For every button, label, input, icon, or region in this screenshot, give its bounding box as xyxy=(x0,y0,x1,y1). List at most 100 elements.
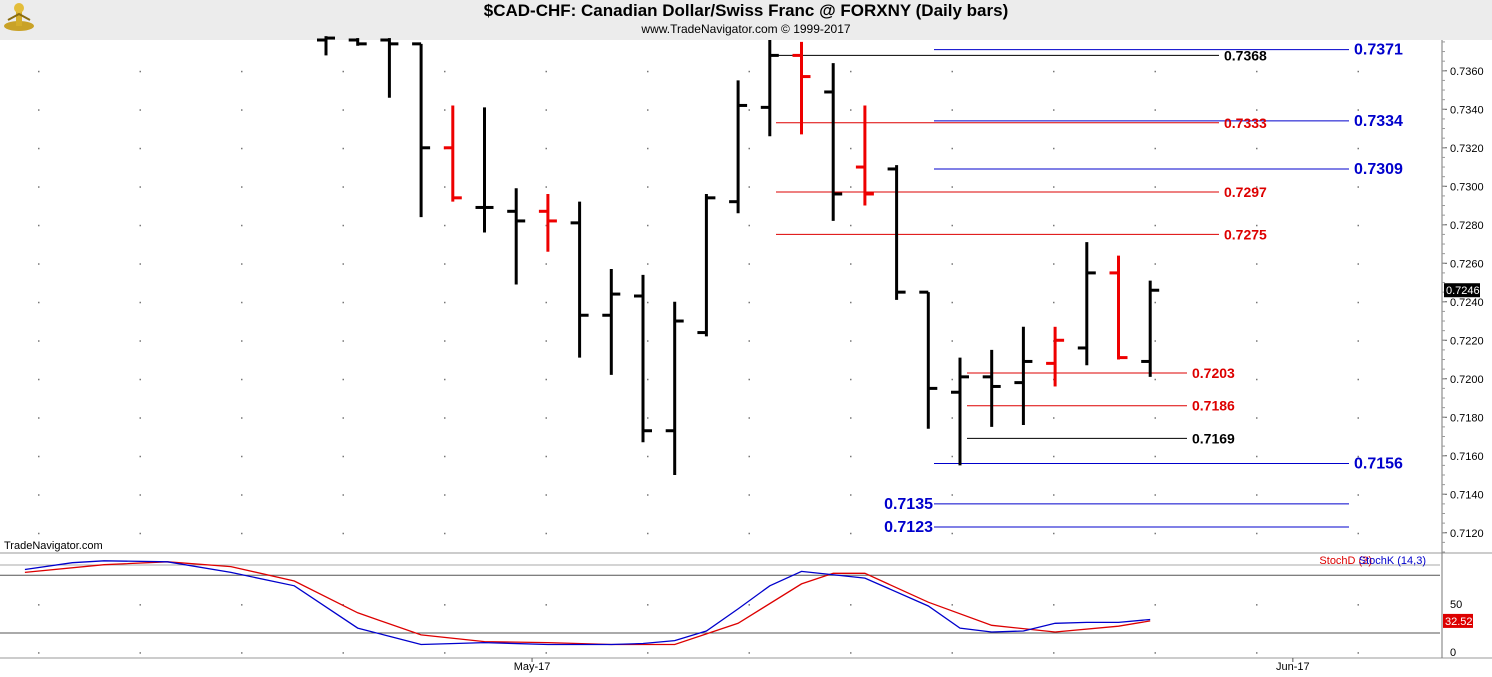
grid-dot xyxy=(241,494,243,496)
legend-stoch-d: StochD (3) xyxy=(1319,555,1372,567)
grid-dot xyxy=(748,417,750,419)
level-label: 0.7123 xyxy=(884,519,933,536)
stoch-line xyxy=(24,560,1151,646)
grid-dot xyxy=(1053,109,1055,111)
grid-dot xyxy=(850,532,852,535)
grid-dot xyxy=(241,532,243,535)
grid-dot xyxy=(1256,70,1258,73)
y-tick-label: 0.7240 xyxy=(1450,297,1484,309)
grid-dot xyxy=(951,532,953,535)
grid-dot xyxy=(748,186,750,188)
grid-dot xyxy=(38,532,40,535)
grid-dot xyxy=(850,147,852,150)
grid-dot xyxy=(951,378,953,381)
grid-dot xyxy=(1154,301,1156,304)
grid-dot xyxy=(748,224,750,227)
grid-dot xyxy=(1256,186,1258,188)
grid-dot xyxy=(139,532,141,535)
grid-dot xyxy=(38,604,40,606)
grid-dot xyxy=(444,301,446,304)
grid-dot xyxy=(139,604,141,606)
grid-dot xyxy=(1154,340,1156,342)
grid-dot xyxy=(1256,532,1258,535)
grid-dot xyxy=(1053,494,1055,496)
y-tick-label: 0.7280 xyxy=(1450,220,1484,232)
grid-dot xyxy=(951,604,953,606)
grid-dot xyxy=(748,70,750,73)
grid-dot xyxy=(38,417,40,419)
grid-dot xyxy=(38,147,40,150)
grid-dot xyxy=(1357,70,1359,73)
level-label: 0.7186 xyxy=(1192,398,1235,414)
grid-dot xyxy=(139,652,141,654)
grid-dot xyxy=(139,378,141,381)
grid-dot xyxy=(1357,186,1359,188)
grid-dot xyxy=(1357,494,1359,496)
grid-dot xyxy=(748,494,750,496)
level-label: 0.7309 xyxy=(1354,161,1403,178)
grid-dot xyxy=(1053,604,1055,606)
y-tick-label: 0.7200 xyxy=(1450,374,1484,386)
grid-dot xyxy=(647,263,649,265)
grid-dot xyxy=(850,604,852,606)
grid-dot xyxy=(545,109,547,111)
grid-dot xyxy=(850,378,852,381)
grid-dot xyxy=(951,494,953,496)
grid-dot xyxy=(139,224,141,227)
grid-dot xyxy=(342,263,344,265)
level-label: 0.7297 xyxy=(1224,184,1267,200)
level-label: 0.7334 xyxy=(1354,113,1403,130)
grid-dot xyxy=(951,301,953,304)
grid-dot xyxy=(241,263,243,265)
level-label: 0.7275 xyxy=(1224,226,1267,242)
last-price-badge xyxy=(1444,283,1480,298)
grid-dot xyxy=(1256,604,1258,606)
grid-dot xyxy=(342,378,344,381)
grid-dot xyxy=(1154,604,1156,606)
grid-dot xyxy=(748,147,750,150)
grid-dot xyxy=(545,263,547,265)
grid-dot xyxy=(241,186,243,188)
grid-dot xyxy=(444,455,446,458)
level-label: 0.7135 xyxy=(884,496,933,513)
grid-dot xyxy=(545,147,547,150)
grid-dot xyxy=(241,652,243,654)
grid-dot xyxy=(342,224,344,227)
grid-dot xyxy=(748,532,750,535)
grid-dot xyxy=(38,186,40,188)
grid-dot xyxy=(850,301,852,304)
level-label: 0.7368 xyxy=(1224,47,1267,63)
grid-dot xyxy=(38,70,40,73)
grid-dot xyxy=(1154,186,1156,188)
grid-dot xyxy=(342,652,344,654)
grid-dot xyxy=(647,70,649,73)
grid-dot xyxy=(241,417,243,419)
grid-dot xyxy=(1357,301,1359,304)
grid-dot xyxy=(1154,147,1156,150)
grid-dot xyxy=(1154,455,1156,458)
grid-dot xyxy=(241,301,243,304)
trade-navigator-logo-icon xyxy=(2,0,36,39)
grid-dot xyxy=(850,652,852,654)
grid-dot xyxy=(139,494,141,496)
grid-dot xyxy=(951,147,953,150)
grid-dot xyxy=(342,340,344,342)
grid-dot xyxy=(241,70,243,73)
grid-dot xyxy=(139,186,141,188)
grid-dot xyxy=(1154,224,1156,227)
grid-dot xyxy=(444,532,446,535)
grid-dot xyxy=(38,109,40,111)
grid-dot xyxy=(545,652,547,654)
grid-dot xyxy=(647,455,649,458)
grid-dot xyxy=(241,147,243,150)
grid-dot xyxy=(38,263,40,265)
grid-dot xyxy=(1154,494,1156,496)
grid-dot xyxy=(1256,340,1258,342)
level-label: 0.7371 xyxy=(1354,42,1403,59)
grid-dot xyxy=(1256,652,1258,654)
grid-dot xyxy=(1256,301,1258,304)
x-tick-label: May-17 xyxy=(514,661,551,673)
y-tick-label: 0.7220 xyxy=(1450,335,1484,347)
grid-dot xyxy=(1357,652,1359,654)
grid-dot xyxy=(342,70,344,73)
